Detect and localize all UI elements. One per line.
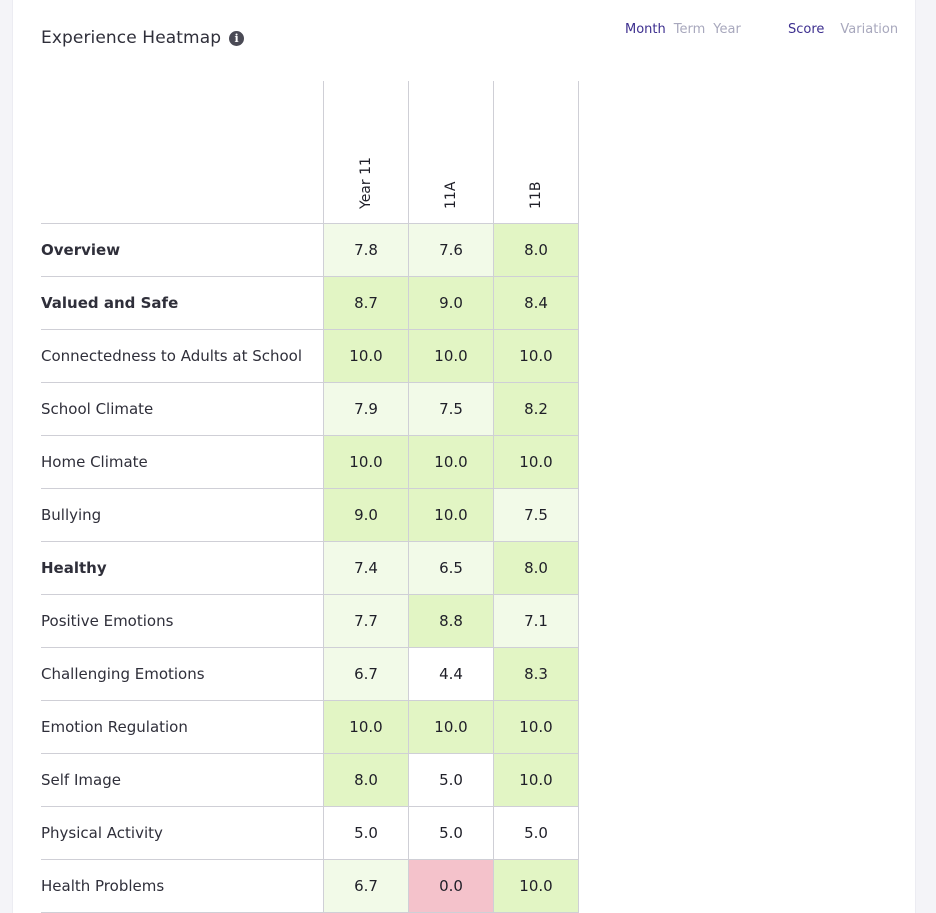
heat-cell[interactable]: 10.0 [493,859,579,913]
title-row: Experience Heatmap i [41,28,245,48]
column-label: 11B [528,181,544,209]
row-label: Emotion Regulation [41,700,324,754]
heat-cell[interactable]: 8.2 [493,382,579,436]
heat-cell[interactable]: 7.9 [323,382,409,436]
table-row: Emotion Regulation 10.0 10.0 10.0 [41,700,579,754]
table-row: Positive Emotions 7.7 8.8 7.1 [41,594,579,648]
row-label: Health Problems [41,859,324,913]
period-term-option[interactable]: Term [673,22,706,37]
heat-cell[interactable]: 7.6 [408,223,494,277]
column-header: 11B [493,81,579,224]
column-label: 11A [443,181,459,209]
period-month-option[interactable]: Month [625,22,666,37]
period-toggle: Month Term Year [625,22,749,37]
page-title: Experience Heatmap [41,28,222,48]
heat-cell[interactable]: 7.1 [493,594,579,648]
heat-cell[interactable]: 10.0 [493,435,579,489]
table-row: Overview 7.8 7.6 8.0 [41,223,579,277]
heat-cell[interactable]: 10.0 [493,700,579,754]
heat-cell[interactable]: 10.0 [323,329,409,383]
header-corner [41,81,324,224]
table-row: School Climate 7.9 7.5 8.2 [41,382,579,436]
metric-score-option[interactable]: Score [788,22,825,37]
heat-cell[interactable]: 8.0 [493,223,579,277]
table-row: Connectedness to Adults at School 10.0 10.… [41,329,579,383]
row-label: Physical Activity [41,806,324,860]
heatmap-card: Experience Heatmap i Month Term Year Sco… [12,0,916,913]
row-label: Valued and Safe [41,276,324,330]
heat-cell[interactable]: 10.0 [323,700,409,754]
row-label: School Climate [41,382,324,436]
heat-cell[interactable]: 9.0 [323,488,409,542]
column-header: 11A [408,81,494,224]
table-row: Challenging Emotions 6.7 4.4 8.3 [41,647,579,701]
header-row: Year 11 11A 11B [41,81,579,224]
heat-cell[interactable]: 6.7 [323,859,409,913]
table-row: Bullying 9.0 10.0 7.5 [41,488,579,542]
heat-cell[interactable]: 10.0 [408,700,494,754]
heat-cell[interactable]: 0.0 [408,859,494,913]
heat-cell[interactable]: 5.0 [408,753,494,807]
heat-cell[interactable]: 8.0 [323,753,409,807]
row-label: Positive Emotions [41,594,324,648]
heat-cell[interactable]: 5.0 [323,806,409,860]
heat-cell[interactable]: 7.8 [323,223,409,277]
heat-cell[interactable]: 8.7 [323,276,409,330]
heat-cell[interactable]: 5.0 [493,806,579,860]
metric-variation-option[interactable]: Variation [840,22,899,37]
heat-cell[interactable]: 10.0 [408,329,494,383]
heat-cell[interactable]: 10.0 [493,329,579,383]
info-icon[interactable]: i [229,30,245,46]
heat-cell[interactable]: 8.4 [493,276,579,330]
heat-cell[interactable]: 6.7 [323,647,409,701]
heat-cell[interactable]: 7.5 [408,382,494,436]
row-label: Self Image [41,753,324,807]
heat-cell[interactable]: 8.0 [493,541,579,595]
heat-cell[interactable]: 8.8 [408,594,494,648]
heat-cell[interactable]: 9.0 [408,276,494,330]
heat-cell[interactable]: 6.5 [408,541,494,595]
heat-cell[interactable]: 7.7 [323,594,409,648]
heat-cell[interactable]: 8.3 [493,647,579,701]
heat-cell[interactable]: 10.0 [408,435,494,489]
heat-cell[interactable]: 10.0 [408,488,494,542]
row-label: Home Climate [41,435,324,489]
heat-cell[interactable]: 10.0 [493,753,579,807]
row-label: Bullying [41,488,324,542]
heat-cell[interactable]: 7.5 [493,488,579,542]
row-label: Challenging Emotions [41,647,324,701]
heat-cell[interactable]: 5.0 [408,806,494,860]
table-row: Physical Activity 5.0 5.0 5.0 [41,806,579,860]
heat-cell[interactable]: 10.0 [323,435,409,489]
heatmap-table: Year 11 11A 11B Overview 7.8 7.6 8.0 Valued … [41,81,579,913]
table-row: Home Climate 10.0 10.0 10.0 [41,435,579,489]
column-label: Year 11 [358,157,374,209]
period-year-option[interactable]: Year [713,22,741,37]
row-label: Overview [41,223,324,277]
metric-toggle: Score Variation [788,22,914,37]
heat-cell[interactable]: 7.4 [323,541,409,595]
table-row: Valued and Safe 8.7 9.0 8.4 [41,276,579,330]
row-label: Healthy [41,541,324,595]
table-row: Self Image 8.0 5.0 10.0 [41,753,579,807]
table-row: Healthy 7.4 6.5 8.0 [41,541,579,595]
row-label: Connectedness to Adults at School [41,329,324,383]
column-header: Year 11 [323,81,409,224]
table-row: Health Problems 6.7 0.0 10.0 [41,859,579,913]
heat-cell[interactable]: 4.4 [408,647,494,701]
